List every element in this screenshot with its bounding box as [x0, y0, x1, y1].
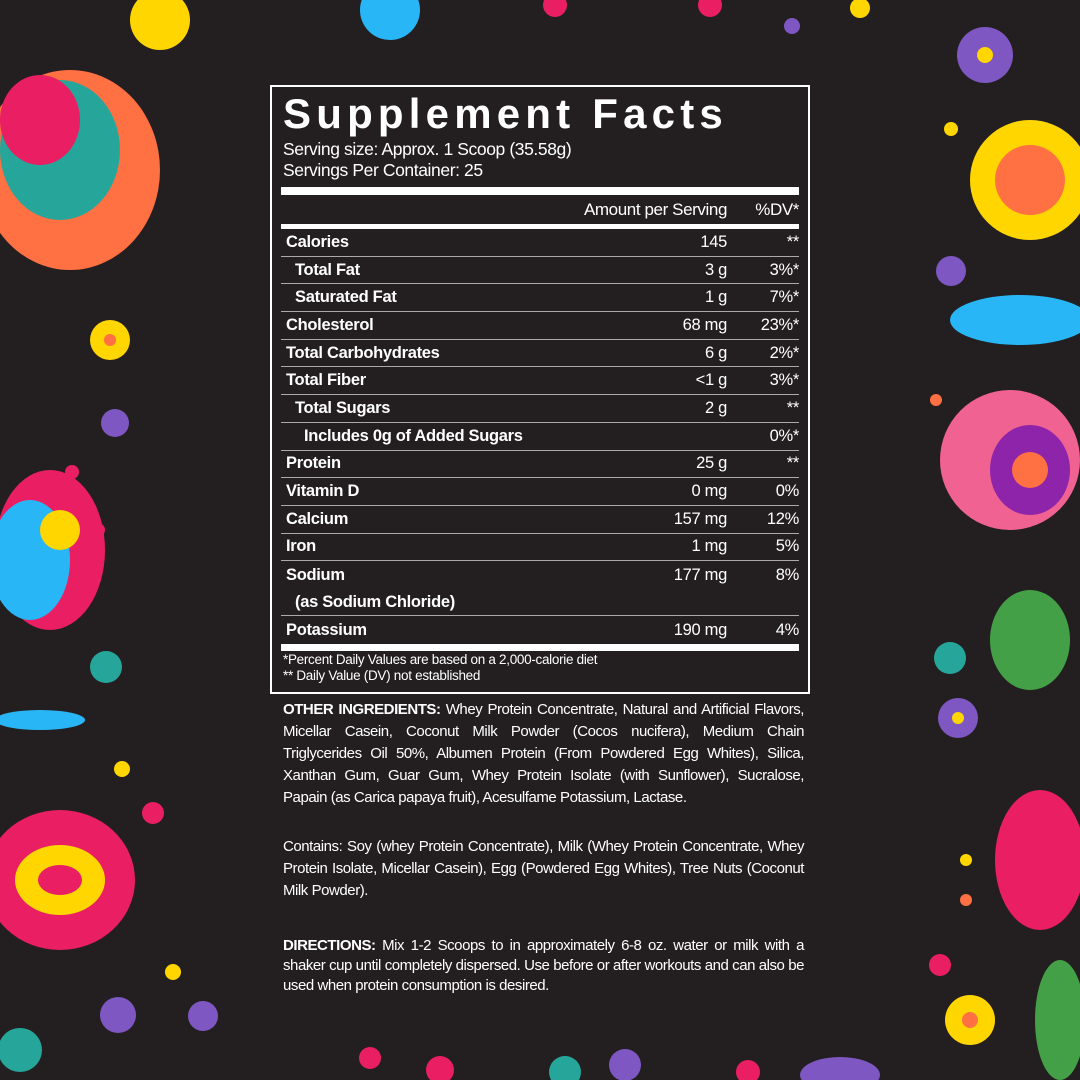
nutrient-name: Total Sugars — [295, 398, 391, 417]
divider-medium — [281, 224, 799, 229]
nutrient-dv: 3%* — [769, 260, 800, 279]
nutrient-amount: 145 — [700, 232, 727, 251]
nutrient-row: Total Carbohydrates 6 g 2%* — [281, 340, 799, 368]
nutrient-name: Total Fiber — [286, 371, 366, 390]
nutrient-name: Potassium — [286, 620, 367, 639]
nutrient-row: Iron 1 mg 5% — [281, 534, 799, 562]
footnote-not-established: ** Daily Value (DV) not established — [283, 668, 481, 684]
nutrient-name: Calcium — [286, 509, 349, 528]
nutrient-dv: 0% — [775, 482, 800, 501]
right-floral-border — [929, 27, 1080, 1080]
nutrient-amount: 68 mg — [682, 315, 728, 334]
panel-title: Supplement Facts — [283, 90, 728, 137]
nutrient-amount: 6 g — [704, 343, 727, 362]
nutrient-amount: 190 mg — [673, 620, 728, 639]
nutrient-name: Protein — [286, 454, 341, 473]
nutrient-amount: 25 g — [696, 454, 727, 473]
nutrient-name: Total Fat — [295, 260, 360, 279]
nutrient-name: Calories — [286, 232, 349, 251]
nutrient-name: Sodium — [286, 565, 345, 584]
nutrient-dv: 8% — [775, 565, 800, 584]
nutrient-row: Includes 0g of Added Sugars 0%* — [281, 423, 799, 451]
nutrient-amount: 157 mg — [673, 509, 728, 528]
nutrient-dv: 3%* — [769, 371, 800, 390]
nutrient-dv: ** — [786, 232, 800, 251]
nutrient-dv: 7%* — [769, 288, 800, 307]
nutrient-name: Total Carbohydrates — [286, 343, 440, 362]
allergen-contains: Contains: Soy (whey Protein Concentrate)… — [283, 838, 804, 899]
nutrient-amount: 1 g — [704, 288, 727, 307]
nutrient-row: Total Fiber <1 g 3%* — [281, 367, 800, 396]
nutrient-amount: 2 g — [704, 398, 727, 417]
nutrient-amount: 1 mg — [691, 537, 728, 556]
top-floral-border — [360, 0, 870, 40]
supplement-facts-panel: Supplement Facts Serving size: Approx. 1… — [270, 85, 810, 694]
directions-text: Mix 1-2 Scoops to in approximately 6-8 o… — [283, 937, 804, 994]
nutrient-row: Protein 25 g ** — [281, 451, 799, 479]
nutrient-row: Cholesterol 68 mg 23%* — [281, 312, 799, 340]
nutrient-dv: 2%* — [769, 343, 800, 362]
ingredients-heading: OTHER INGREDIENTS: — [283, 701, 441, 718]
header-dv: %DV* — [755, 199, 799, 219]
servings-per-container: Servings Per Container: 25 — [283, 160, 483, 180]
nutrient-dv: ** — [786, 398, 800, 417]
table-header: Amount per Serving %DV* — [281, 195, 799, 224]
nutrient-name: Cholesterol — [286, 315, 374, 334]
nutrient-dv: 5% — [775, 537, 800, 556]
divider-thick — [281, 187, 799, 195]
nutrient-amount: <1 g — [695, 371, 728, 390]
nutrient-dv: 0%* — [769, 426, 800, 445]
nutrient-row: Calcium 157 mg 12% — [281, 506, 799, 534]
nutrient-dv: ** — [786, 454, 800, 473]
directions-heading: DIRECTIONS: — [283, 937, 376, 954]
nutrient-amount: 0 mg — [691, 482, 728, 501]
divider-thick — [281, 643, 799, 651]
nutrient-row: Sodium 177 mg 8% (as Sodium Chloride) — [281, 561, 800, 617]
nutrient-subname: (as Sodium Chloride) — [295, 593, 455, 612]
footnote-dv: *Percent Daily Values are based on a 2,0… — [283, 651, 598, 667]
directions: DIRECTIONS: Mix 1-2 Scoops to in approxi… — [283, 936, 804, 996]
nutrient-row: Calories 145 ** — [281, 229, 799, 257]
nutrient-row: Potassium 190 mg 4% — [281, 616, 799, 644]
nutrient-amount: 177 mg — [673, 565, 728, 584]
nutrient-dv: 4% — [775, 620, 800, 639]
nutrient-row: Total Fat 3 g 3%* — [281, 257, 799, 285]
nutrient-name: Saturated Fat — [295, 288, 397, 307]
nutrient-row: Vitamin D 0 mg 0% — [281, 478, 799, 506]
nutrient-table: Calories 145 ** Total Fat 3 g 3%* Saturated Fa… — [281, 229, 799, 644]
nutrient-dv: 12% — [766, 509, 799, 528]
nutrient-row: Total Sugars 2 g ** — [281, 395, 799, 423]
nutrient-amount: 3 g — [704, 260, 727, 279]
nutrient-name: Vitamin D — [286, 482, 360, 501]
nutrient-name: Includes 0g of Added Sugars — [304, 426, 523, 445]
nutrient-row: Saturated Fat 1 g 7%* — [281, 284, 800, 313]
bottom-floral-border — [359, 1047, 880, 1080]
left-floral-border — [0, 0, 218, 1072]
serving-size: Serving size: Approx. 1 Scoop (35.58g) — [283, 139, 572, 159]
nutrient-dv: 23%* — [760, 315, 800, 334]
ingredients-text: Whey Protein Concentrate, Natural and Ar… — [283, 701, 805, 806]
nutrient-name: Iron — [286, 537, 316, 556]
header-amount: Amount per Serving — [583, 199, 727, 219]
other-ingredients: OTHER INGREDIENTS: Whey Protein Concentr… — [283, 699, 804, 809]
